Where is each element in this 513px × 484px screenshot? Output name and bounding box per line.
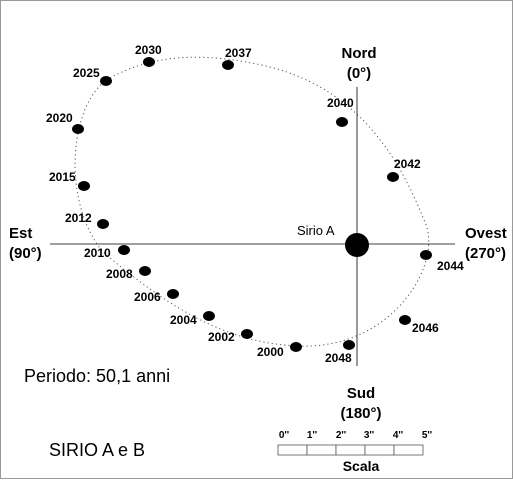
position-dot-2044	[420, 250, 432, 260]
year-label-2044: 2044	[437, 259, 464, 273]
sirius-a-label: Sirio A	[297, 223, 335, 238]
east-label: Est	[9, 225, 32, 242]
position-dot-2048	[343, 340, 355, 350]
position-dot-2037	[222, 60, 234, 70]
west-label: Ovest	[465, 225, 507, 242]
position-dot-2046	[399, 315, 411, 325]
period-label: Periodo: 50,1 anni	[24, 366, 170, 386]
scale-tick-0: 0''	[279, 430, 289, 441]
year-label-2040: 2040	[327, 96, 354, 110]
scale-segment-4	[364, 444, 395, 456]
position-dot-2002	[241, 329, 253, 339]
scale-tick-4: 4''	[393, 430, 403, 441]
year-label-2006: 2006	[134, 290, 161, 304]
south-angle: (180°)	[340, 405, 381, 422]
position-dot-2008	[139, 266, 151, 276]
year-label-2020: 2020	[46, 111, 73, 125]
position-dot-2000	[290, 342, 302, 352]
south-label: Sud	[347, 385, 375, 402]
position-dot-2004	[203, 311, 215, 321]
east-angle: (90°)	[9, 245, 42, 262]
year-label-2002: 2002	[208, 330, 235, 344]
position-dot-2015	[78, 181, 90, 191]
year-label-2042: 2042	[394, 157, 421, 171]
year-label-2015: 2015	[49, 170, 76, 184]
system-title: SIRIO A e B	[49, 440, 145, 460]
scale-segment-5	[393, 444, 424, 456]
year-label-2025: 2025	[73, 66, 100, 80]
sirius-a-star	[345, 233, 369, 257]
scale-bar: 0'' 1'' 2'' 3'' 4'' 5'' Scala	[277, 430, 432, 474]
scale-segment-1	[277, 444, 308, 456]
north-label: Nord	[342, 45, 377, 62]
north-angle: (0°)	[347, 65, 371, 82]
west-angle: (270°)	[465, 245, 506, 262]
year-label-2030: 2030	[135, 43, 162, 57]
position-dot-2025	[100, 76, 112, 86]
orbit-positions: 2000 2002 2004 2006 2008 2010 2012 2015 …	[46, 43, 464, 365]
year-label-2004: 2004	[170, 313, 197, 327]
year-label-2010: 2010	[84, 246, 111, 260]
scale-title: Scala	[343, 458, 380, 474]
position-dot-2020	[72, 124, 84, 134]
year-label-2000: 2000	[257, 345, 284, 359]
position-dot-2030	[143, 57, 155, 67]
position-dot-2006	[167, 289, 179, 299]
scale-tick-5: 5''	[422, 430, 432, 441]
year-label-2048: 2048	[325, 351, 352, 365]
scale-tick-1: 1''	[307, 430, 317, 441]
year-label-2037: 2037	[225, 46, 252, 60]
position-dot-2010	[118, 245, 130, 255]
scale-segment-3	[335, 444, 366, 456]
scale-tick-3: 3''	[364, 430, 374, 441]
year-label-2008: 2008	[106, 267, 133, 281]
year-label-2012: 2012	[65, 211, 92, 225]
position-dot-2040	[336, 117, 348, 127]
position-dot-2042	[387, 172, 399, 182]
year-label-2046: 2046	[412, 321, 439, 335]
scale-segment-2	[306, 444, 337, 456]
scale-tick-2: 2''	[336, 430, 346, 441]
position-dot-2012	[97, 219, 109, 229]
